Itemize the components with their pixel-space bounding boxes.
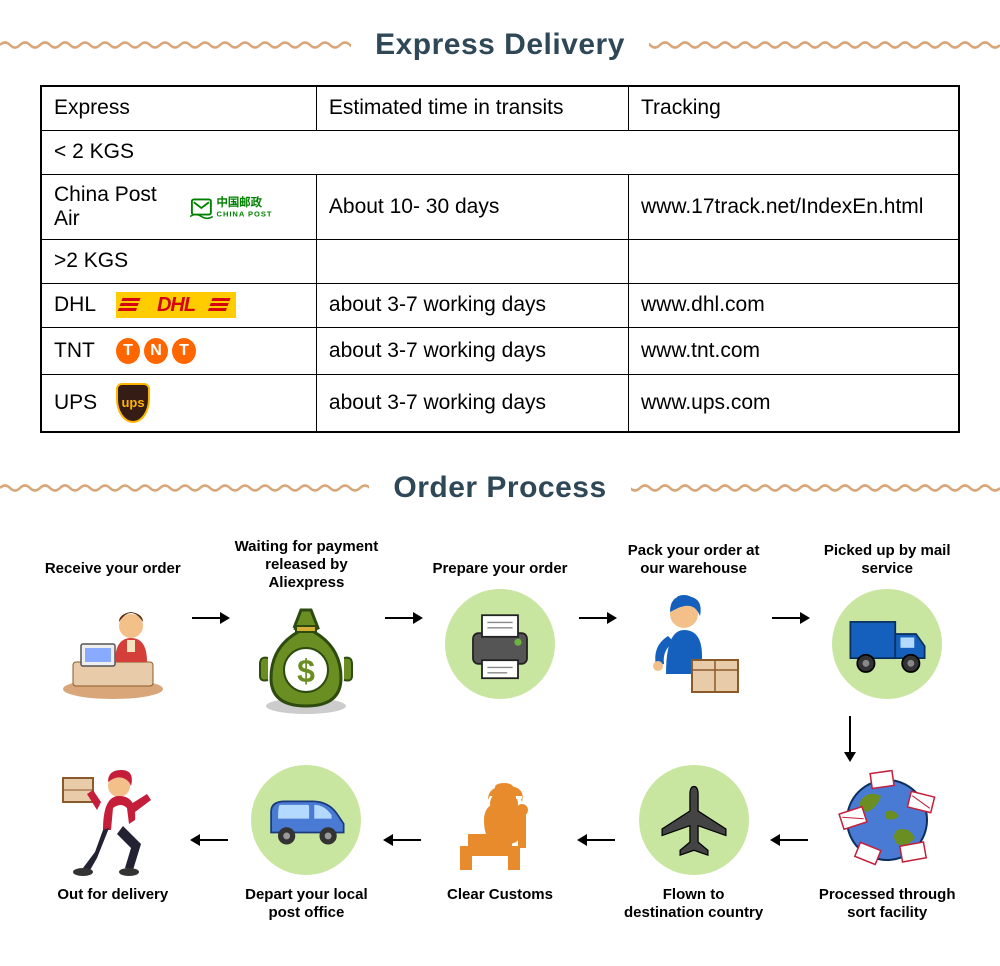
sort-globe-icon: [827, 760, 947, 880]
step-out-for-delivery: Out for delivery: [40, 760, 186, 926]
tracking-url: www.ups.com: [629, 374, 960, 432]
svg-text:CHINA POST: CHINA POST: [217, 209, 273, 218]
china-post-logo-icon: 中国邮政 CHINA POST: [190, 193, 304, 221]
carrier-name: UPS: [54, 391, 106, 415]
arrow-left-icon: [383, 760, 423, 920]
step-label: Flown to destination country: [621, 886, 767, 926]
table-row: < 2 KGS: [41, 130, 959, 174]
col-express: Express: [41, 86, 316, 130]
table-row: China Post Air 中国邮政 CHINA POST: [41, 174, 959, 239]
col-tracking: Tracking: [629, 86, 960, 130]
ups-logo-icon: ups: [116, 383, 150, 423]
printer-icon: [440, 584, 560, 704]
carrier-name: China Post Air: [54, 183, 180, 231]
arrow-right-icon: [383, 538, 423, 698]
customs-officer-icon: [440, 760, 560, 880]
tracking-url: www.17track.net/IndexEn.html: [629, 174, 960, 239]
svg-text:中国邮政: 中国邮政: [217, 195, 263, 209]
arrow-left-icon: [577, 760, 617, 920]
step-label: Receive your order: [45, 538, 181, 578]
arrow-left-icon: [190, 760, 230, 920]
step-waiting-payment: Waiting for payment released by Aliexpre…: [234, 538, 380, 718]
flow-row-top: Receive your order Waiting for payment r…: [40, 538, 960, 718]
step-label: Depart your local post office: [234, 886, 380, 926]
transit-time: About 10- 30 days: [316, 174, 628, 239]
transit-time: about 3-7 working days: [316, 374, 628, 432]
step-clear-customs: Clear Customs: [427, 760, 573, 926]
step-depart-post-office: Depart your local post office: [234, 760, 380, 926]
step-pickup-mail: Picked up by mail service: [814, 538, 960, 704]
tnt-logo-icon: T N T: [116, 336, 196, 366]
step-label: Out for delivery: [57, 886, 168, 926]
table-header-row: Express Estimated time in transits Track…: [41, 86, 959, 130]
airplane-icon: [634, 760, 754, 880]
table-row: DHL DHL about 3-7 working days www.dhl.c…: [41, 283, 959, 327]
express-delivery-header: Express Delivery: [0, 20, 1000, 70]
carrier-chinapost-cell: China Post Air 中国邮政 CHINA POST: [41, 174, 316, 239]
svg-text:$: $: [297, 653, 315, 689]
weight-class-lt2: < 2 KGS: [41, 130, 959, 174]
step-prepare-order: Prepare your order: [427, 538, 573, 704]
carrier-tnt-cell: TNT T N T: [41, 327, 316, 374]
arrow-right-icon: [190, 538, 230, 698]
order-process-flow: Receive your order Waiting for payment r…: [0, 528, 1000, 966]
order-process-header: Order Process: [0, 463, 1000, 513]
table-row: >2 KGS: [41, 239, 959, 283]
truck-icon: [827, 584, 947, 704]
worker-box-icon: [634, 584, 754, 704]
empty-cell: [316, 239, 628, 283]
carrier-name: TNT: [54, 339, 106, 363]
express-delivery-title: Express Delivery: [351, 28, 649, 62]
tracking-url: www.dhl.com: [629, 283, 960, 327]
step-receive-order: Receive your order: [40, 538, 186, 704]
empty-cell: [629, 239, 960, 283]
delivery-table: Express Estimated time in transits Track…: [40, 85, 960, 433]
courier-run-icon: [53, 760, 173, 880]
order-process-title: Order Process: [369, 471, 630, 505]
step-label: Pack your order at our warehouse: [621, 538, 767, 578]
step-label: Processed through sort facility: [814, 886, 960, 926]
step-pack-order: Pack your order at our warehouse: [621, 538, 767, 704]
arrow-left-icon: [770, 760, 810, 920]
step-label: Prepare your order: [432, 538, 567, 578]
table-row: TNT T N T about 3-7 working days www.tnt…: [41, 327, 959, 374]
person-desk-icon: [53, 584, 173, 704]
step-label: Clear Customs: [447, 886, 553, 926]
col-transit: Estimated time in transits: [316, 86, 628, 130]
table-row: UPS ups about 3-7 working days www.ups.c…: [41, 374, 959, 432]
money-bag-icon: $: [246, 598, 366, 718]
down-arrow-connector: [40, 714, 960, 764]
step-label: Waiting for payment released by Aliexpre…: [234, 538, 380, 592]
carrier-dhl-cell: DHL DHL: [41, 283, 316, 327]
weight-class-gt2: >2 KGS: [41, 239, 316, 283]
step-label: Picked up by mail service: [814, 538, 960, 578]
step-flown-destination: Flown to destination country: [621, 760, 767, 926]
van-icon: [246, 760, 366, 880]
arrow-right-icon: [770, 538, 810, 698]
transit-time: about 3-7 working days: [316, 283, 628, 327]
carrier-ups-cell: UPS ups: [41, 374, 316, 432]
tracking-url: www.tnt.com: [629, 327, 960, 374]
flow-row-bottom: Out for delivery Depart your local post …: [40, 760, 960, 926]
carrier-name: DHL: [54, 293, 106, 317]
transit-time: about 3-7 working days: [316, 327, 628, 374]
arrow-right-icon: [577, 538, 617, 698]
step-processed-sort: Processed through sort facility: [814, 760, 960, 926]
dhl-logo-icon: DHL: [116, 292, 236, 318]
arrow-down-icon: [840, 714, 860, 764]
